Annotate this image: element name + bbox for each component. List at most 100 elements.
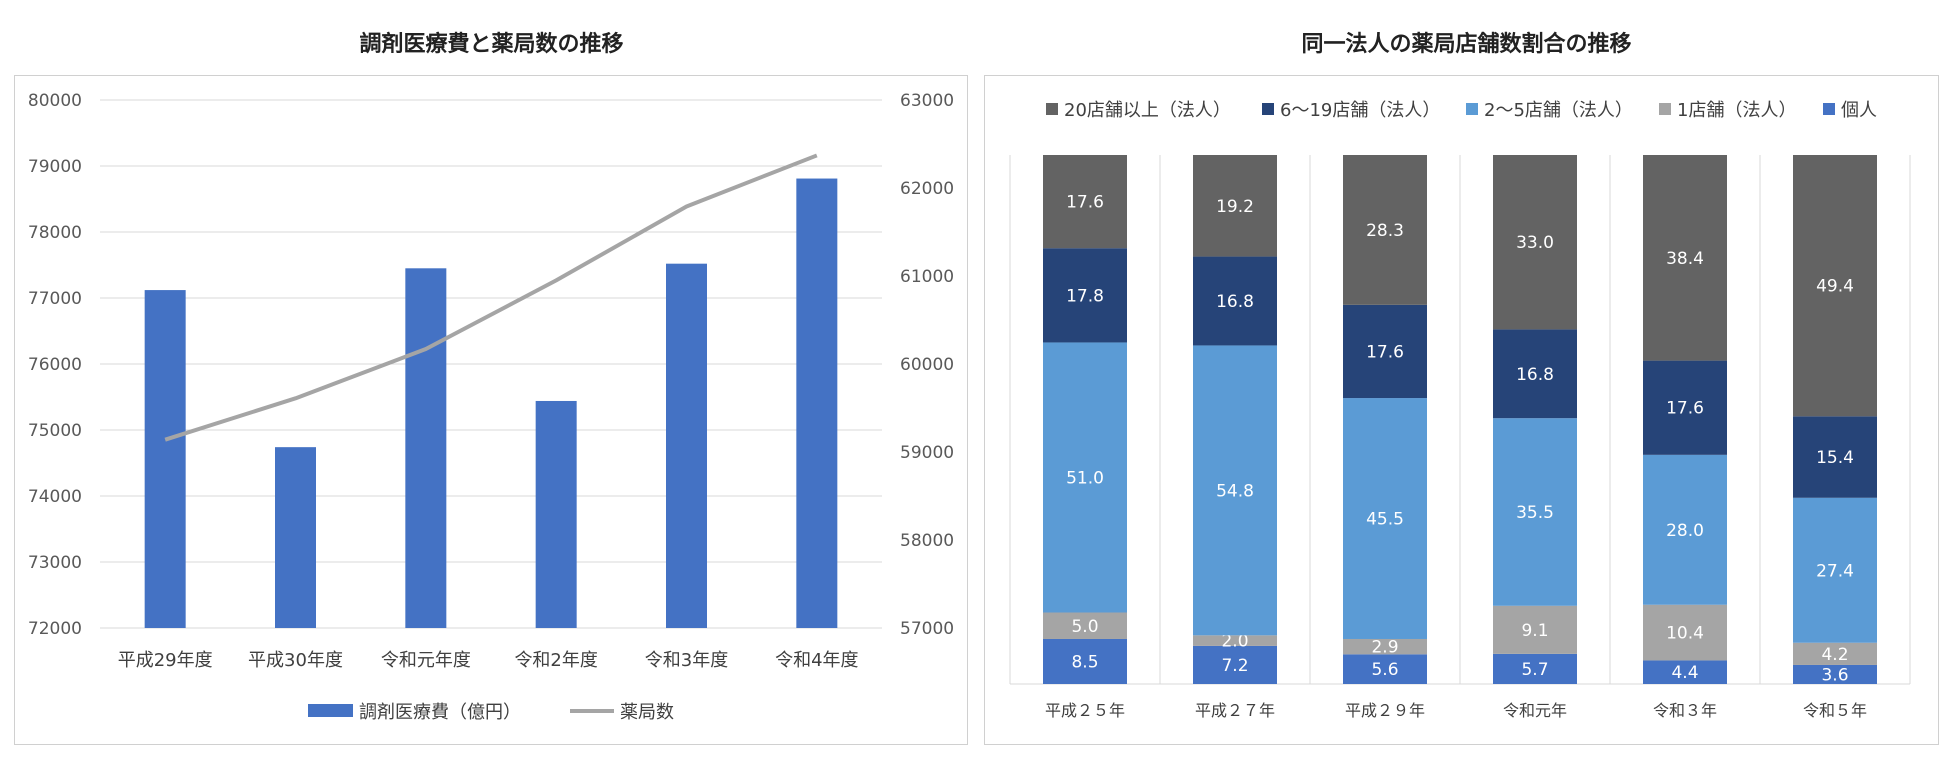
chart-frame-right bbox=[984, 75, 1939, 745]
stacked-segment bbox=[1793, 416, 1877, 498]
stacked-segment bbox=[1793, 155, 1877, 417]
stacked-segment bbox=[1643, 454, 1727, 605]
data-label: 33.0 bbox=[1516, 233, 1554, 253]
data-label: 7.2 bbox=[1221, 656, 1248, 676]
y-left-tick-label: 80000 bbox=[28, 91, 82, 111]
stacked-segment bbox=[1793, 642, 1877, 665]
stacked-segment bbox=[1193, 256, 1277, 346]
legend-label: 1店舗（法人） bbox=[1677, 100, 1796, 121]
y-left-tick-label: 77000 bbox=[28, 289, 82, 309]
bar bbox=[535, 400, 577, 628]
stacked-segment bbox=[1493, 605, 1577, 654]
data-label: 2.0 bbox=[1221, 632, 1248, 652]
legend-label: 6～19店舗（法人） bbox=[1280, 100, 1440, 121]
data-label: 49.4 bbox=[1816, 277, 1854, 297]
stacked-segment bbox=[1343, 654, 1427, 684]
stacked-segment bbox=[1343, 638, 1427, 655]
data-label: 35.5 bbox=[1516, 503, 1554, 523]
stacked-segment bbox=[1343, 304, 1427, 399]
y-left-tick-label: 78000 bbox=[28, 223, 82, 243]
y-left-tick-label: 72000 bbox=[28, 619, 82, 639]
y-right-tick-label: 58000 bbox=[900, 531, 954, 551]
stacked-segment bbox=[1193, 635, 1277, 646]
data-label: 17.6 bbox=[1066, 193, 1104, 213]
legend-swatch bbox=[1823, 103, 1835, 115]
bar bbox=[666, 263, 707, 628]
stacked-segment bbox=[1643, 660, 1727, 684]
data-label: 17.6 bbox=[1366, 342, 1404, 362]
stacked-segment bbox=[1793, 497, 1877, 643]
data-label: 45.5 bbox=[1366, 510, 1404, 530]
data-label: 3.6 bbox=[1821, 665, 1848, 685]
data-label: 5.0 bbox=[1071, 617, 1098, 637]
stacked-segment bbox=[1643, 155, 1727, 361]
data-label: 51.0 bbox=[1066, 468, 1104, 488]
data-label: 15.4 bbox=[1816, 448, 1854, 468]
y-left-tick-label: 76000 bbox=[28, 355, 82, 375]
stacked-segment bbox=[1493, 329, 1577, 419]
x-tick-label: 令和4年度 bbox=[775, 650, 858, 671]
data-label: 28.3 bbox=[1366, 221, 1404, 241]
x-tick-label: 令和元年 bbox=[1503, 701, 1567, 720]
legend-label: 2～5店舗（法人） bbox=[1484, 100, 1633, 121]
x-tick-label: 令和５年 bbox=[1803, 701, 1867, 720]
data-label: 28.0 bbox=[1666, 521, 1704, 541]
stacked-segment bbox=[1193, 645, 1277, 684]
stacked-segment bbox=[1343, 398, 1427, 639]
y-left-tick-label: 73000 bbox=[28, 553, 82, 573]
stacked-segment bbox=[1043, 155, 1127, 249]
y-left-tick-label: 79000 bbox=[28, 157, 82, 177]
y-left-tick-label: 74000 bbox=[28, 487, 82, 507]
x-tick-label: 平成２７年 bbox=[1195, 701, 1275, 720]
data-label: 16.8 bbox=[1516, 365, 1554, 385]
legend-label: 薬局数 bbox=[620, 702, 674, 723]
x-tick-label: 令和2年度 bbox=[514, 650, 597, 671]
data-label: 10.4 bbox=[1666, 624, 1704, 644]
data-label: 9.1 bbox=[1521, 621, 1548, 641]
data-label: 19.2 bbox=[1216, 197, 1254, 217]
stacked-segment bbox=[1493, 653, 1577, 684]
data-label: 38.4 bbox=[1666, 249, 1704, 269]
data-label: 5.6 bbox=[1371, 660, 1398, 680]
legend-swatch bbox=[1659, 103, 1671, 115]
data-label: 5.7 bbox=[1521, 660, 1548, 680]
legend-swatch-bar bbox=[308, 704, 353, 717]
legend-label: 個人 bbox=[1841, 100, 1877, 121]
bar bbox=[275, 447, 316, 628]
y-right-tick-label: 59000 bbox=[900, 443, 954, 463]
stacked-segment bbox=[1043, 342, 1127, 613]
y-right-tick-label: 63000 bbox=[900, 91, 954, 111]
y-right-tick-label: 57000 bbox=[900, 619, 954, 639]
stacked-segment bbox=[1643, 604, 1727, 661]
data-label: 4.4 bbox=[1671, 663, 1698, 683]
x-tick-label: 令和３年 bbox=[1653, 701, 1717, 720]
data-label: 17.8 bbox=[1066, 286, 1104, 306]
y-right-tick-label: 61000 bbox=[900, 267, 954, 287]
legend-swatch bbox=[1262, 103, 1274, 115]
stacked-segment bbox=[1493, 155, 1577, 330]
legend-swatch bbox=[1046, 103, 1058, 115]
x-tick-label: 令和元年度 bbox=[381, 650, 471, 671]
data-label: 2.9 bbox=[1371, 638, 1398, 658]
y-right-tick-label: 60000 bbox=[900, 355, 954, 375]
chart-title-right: 同一法人の薬局店舗数割合の推移 bbox=[1301, 32, 1632, 57]
stacked-segment bbox=[1193, 345, 1277, 636]
stacked-segment bbox=[1643, 360, 1727, 455]
stacked-segment bbox=[1343, 155, 1427, 305]
bar bbox=[405, 268, 447, 628]
chart-title-left: 調剤医療費と薬局数の推移 bbox=[359, 32, 624, 57]
x-tick-label: 令和3年度 bbox=[645, 650, 728, 671]
line-series-薬局数 bbox=[164, 153, 818, 442]
data-label: 4.2 bbox=[1821, 645, 1848, 665]
x-tick-label: 平成30年度 bbox=[248, 650, 343, 671]
y-left-tick-label: 75000 bbox=[28, 421, 82, 441]
legend-label: 調剤医療費（億円） bbox=[359, 702, 521, 723]
bar bbox=[144, 290, 186, 628]
legend-label: 20店舗以上（法人） bbox=[1064, 100, 1231, 121]
legend-swatch bbox=[1466, 103, 1478, 115]
data-label: 8.5 bbox=[1071, 652, 1098, 672]
stacked-segment bbox=[1193, 155, 1277, 257]
stacked-segment bbox=[1043, 638, 1127, 684]
data-label: 16.8 bbox=[1216, 292, 1254, 312]
